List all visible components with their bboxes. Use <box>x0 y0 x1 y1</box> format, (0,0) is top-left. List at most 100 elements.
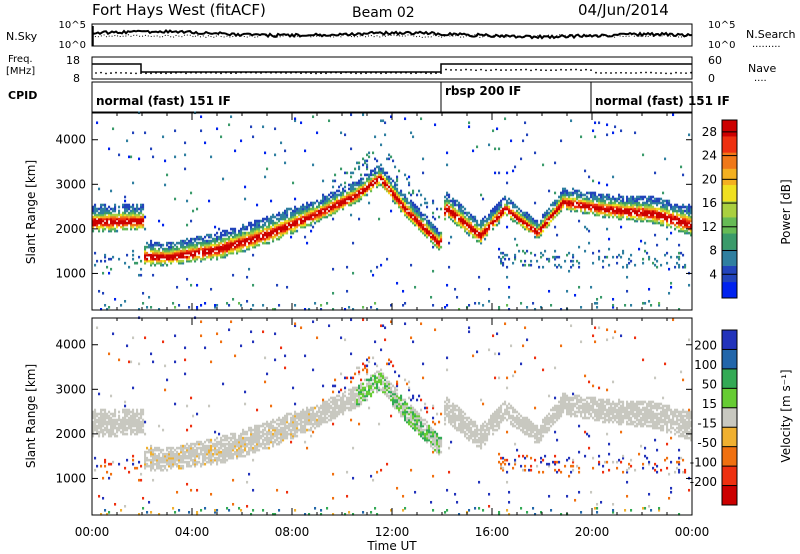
power-cell <box>336 189 339 193</box>
velocity-cell <box>108 510 111 514</box>
power-cell <box>252 135 255 139</box>
velocity-cell <box>204 440 207 444</box>
power-cell <box>236 251 239 255</box>
power-cell <box>542 229 545 233</box>
power-cell <box>322 205 325 209</box>
velocity-cell <box>214 508 217 512</box>
power-cell <box>530 229 533 233</box>
velocity-cell <box>180 460 183 464</box>
power-cell <box>338 201 341 205</box>
power-cell <box>384 181 387 185</box>
power-cell <box>632 195 635 199</box>
velocity-cell <box>162 428 165 432</box>
power-cell <box>518 213 521 217</box>
power-cell <box>568 201 571 205</box>
power-cell <box>122 227 125 231</box>
power-cell <box>348 201 351 205</box>
power-cell <box>458 217 461 221</box>
power-cell <box>294 205 297 209</box>
power-cell <box>658 201 661 205</box>
velocity-cell <box>108 410 111 414</box>
nave-dots <box>95 68 692 75</box>
power-cell <box>666 215 669 219</box>
power-cell <box>360 187 363 191</box>
power-cell <box>264 223 267 227</box>
velocity-cell <box>250 446 253 450</box>
power-cell <box>276 237 279 241</box>
nave-dot <box>535 68 537 71</box>
velocity-cell <box>132 430 135 434</box>
power-cell <box>514 257 517 261</box>
velocity-cell <box>102 430 105 434</box>
power-cell <box>668 203 671 207</box>
power-cell <box>486 221 489 225</box>
power-cell <box>180 241 183 245</box>
velocity-cell <box>202 454 205 458</box>
velocity-cell <box>252 450 255 454</box>
power-cell <box>630 205 633 209</box>
velocity-cell <box>254 426 257 430</box>
power-cell <box>134 223 137 227</box>
power-cell <box>466 213 469 217</box>
power-cell <box>352 185 355 189</box>
power-cell <box>600 195 603 199</box>
power-cell <box>118 213 121 217</box>
power-cell <box>132 225 135 229</box>
power-cell <box>220 245 223 249</box>
power-cell <box>640 215 643 219</box>
power-cell <box>270 219 273 223</box>
velocity-cell <box>228 508 231 512</box>
velocity-cell <box>248 426 251 430</box>
power-cell <box>652 207 655 211</box>
power-cell <box>412 213 415 217</box>
power-cell <box>642 219 645 223</box>
velocity-cell <box>114 420 117 424</box>
power-cell <box>170 261 173 265</box>
power-cell <box>650 197 653 201</box>
power-cell <box>470 221 473 225</box>
velocity-cell <box>188 446 191 450</box>
power-cell <box>670 217 673 221</box>
velocity-cell <box>314 426 317 430</box>
power-cell <box>314 217 317 221</box>
power-cell <box>134 261 137 265</box>
velocity-cell <box>110 430 113 434</box>
velocity-cell <box>230 450 233 454</box>
power-cell <box>286 215 289 219</box>
velocity-cell <box>108 420 111 424</box>
power-cell <box>570 207 573 211</box>
velocity-cell <box>152 462 155 466</box>
power-cell <box>152 261 155 265</box>
power-cell <box>196 245 199 249</box>
power-cell <box>258 219 261 223</box>
velocity-cell <box>248 442 251 446</box>
power-cell <box>672 211 675 215</box>
velocity-cell <box>210 438 213 442</box>
power-cell <box>630 211 633 215</box>
power-cell <box>100 209 103 213</box>
power-cell <box>524 215 527 219</box>
power-cell <box>324 215 327 219</box>
power-cell <box>534 227 537 231</box>
power-cell <box>360 173 363 177</box>
velocity-cell <box>94 414 97 418</box>
velocity-cell <box>272 418 275 422</box>
power-cell <box>310 203 313 207</box>
power-cell <box>618 253 621 257</box>
power-cell <box>560 203 563 207</box>
power-cell <box>226 249 229 253</box>
power-cell <box>654 233 657 237</box>
power-cell <box>658 199 661 203</box>
power-cell <box>178 247 181 251</box>
power-cell <box>688 209 691 213</box>
velocity-cell <box>200 334 203 338</box>
power-cell <box>316 131 319 135</box>
velocity-cell <box>172 462 175 466</box>
power-cell <box>526 227 529 231</box>
power-cell <box>360 197 363 201</box>
power-cell <box>286 207 289 211</box>
velocity-cell <box>308 412 311 416</box>
nave-dot <box>265 71 267 74</box>
velocity-cell <box>336 412 339 416</box>
